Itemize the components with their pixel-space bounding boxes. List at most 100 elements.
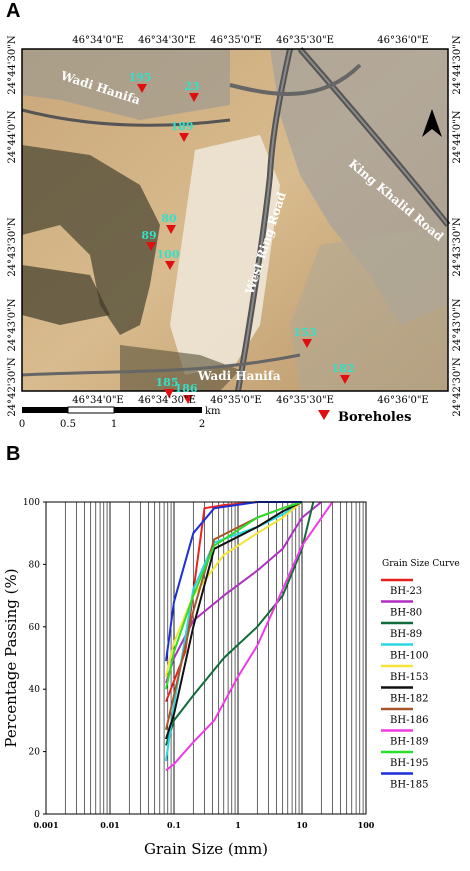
series-line-bh-153 — [165, 501, 303, 677]
borehole-marker-icon — [179, 133, 189, 142]
y-axis-label: Percentage Passing (%) — [2, 568, 20, 747]
borehole-marker-icon — [146, 242, 156, 251]
right-coord-label: 24°43'0"N — [452, 298, 463, 351]
series-line-bh-195 — [165, 501, 303, 690]
map-legend: Boreholes — [318, 410, 411, 425]
series-line-bh-80 — [165, 501, 322, 684]
x-tick-label: 10 — [296, 820, 308, 830]
legend-entry: BH-80 — [390, 608, 422, 619]
bottom-coord-label: 46°35'0"E — [210, 395, 261, 406]
legend-entry: BH-186 — [390, 715, 429, 726]
borehole-legend-icon — [318, 410, 330, 420]
right-coordinate-labels: 24°44'30"N 24°44'0"N 24°43'30"N 24°43'0"N 24… — [452, 35, 463, 417]
left-coord-label: 24°43'0"N — [7, 298, 18, 351]
right-coord-label: 24°43'30"N — [452, 217, 463, 277]
legend-entry: BH-182 — [390, 694, 429, 705]
legend-title: Grain Size Curve — [382, 559, 460, 569]
legend-entry: BH-185 — [390, 780, 429, 791]
map-panel: Wadi Hanifa Wadi Hanifa West Ring Road K… — [0, 25, 470, 435]
top-coord-label: 46°36'0"E — [377, 35, 428, 46]
legend-entry: BH-89 — [390, 629, 422, 640]
bottom-coordinate-labels: 46°34'0"E 46°34'30"E 46°35'0"E 46°35'30"E 46… — [72, 395, 428, 406]
series-line-bh-182 — [165, 501, 303, 740]
x-tick-label: 0.1 — [167, 820, 181, 830]
scale-bar: 0 0.5 1 2 km — [19, 406, 221, 430]
y-tick-label: 0 — [34, 810, 40, 820]
right-coord-label: 24°44'30"N — [452, 35, 463, 95]
borehole-label: 23 — [184, 80, 199, 93]
x-tick-labels: 0.001 0.01 0.1 1 10 100 — [33, 820, 374, 830]
borehole-label: 89 — [141, 229, 156, 242]
bottom-coord-label: 46°34'0"E — [72, 395, 123, 406]
top-coordinate-labels: 46°34'0"E 46°34'30"E 46°35'0"E 46°35'30"E 46… — [72, 35, 428, 46]
borehole-label: 195 — [129, 71, 152, 84]
x-axis-label: Grain Size (mm) — [144, 840, 268, 858]
panel-a-label: A — [6, 0, 21, 22]
legend-entry: BH-100 — [390, 651, 429, 662]
panel-b-label: B — [6, 443, 21, 465]
chart-svg: 0.001 0.01 0.1 1 10 100 0 20 40 60 80 100 Grain Si… — [2, 498, 460, 858]
bottom-coord-label: 46°36'0"E — [377, 395, 428, 406]
legend-entry: BH-153 — [390, 672, 429, 683]
borehole-marker-icon — [183, 395, 193, 404]
chart-series — [165, 501, 334, 772]
left-coord-label: 24°44'30"N — [7, 35, 18, 95]
x-tick-label: 100 — [358, 820, 375, 830]
top-coord-label: 46°34'30"E — [138, 35, 196, 46]
grain-size-chart: 0.001 0.01 0.1 1 10 100 0 20 40 60 80 100 Grain Si… — [0, 470, 470, 867]
boreholes-legend-label: Boreholes — [338, 410, 411, 425]
map-frame — [21, 48, 449, 392]
plot-frame — [45, 501, 367, 815]
right-coord-label: 24°44'0"N — [452, 110, 463, 163]
scale-tick-1: 1 — [111, 419, 117, 430]
satellite-image — [21, 47, 451, 392]
series-line-bh-100 — [165, 501, 303, 762]
left-coord-label: 24°43'30"N — [7, 217, 18, 277]
y-tick-labels: 0 20 40 60 80 100 — [23, 498, 46, 820]
scale-tick-2: 2 — [199, 419, 205, 430]
series-line-bh-89 — [165, 501, 315, 746]
x-tick-label: 1 — [235, 820, 241, 830]
x-tick-label: 0.001 — [33, 820, 58, 830]
wadi-hanifa-bottom-label: Wadi Hanifa — [197, 369, 281, 383]
y-tick-label: 60 — [29, 623, 41, 633]
borehole-label: 185 — [156, 376, 179, 389]
borehole-marker-icon — [137, 84, 147, 93]
top-coord-label: 46°34'0"E — [72, 35, 123, 46]
legend-entry: BH-23 — [390, 586, 422, 597]
borehole-marker-icon — [165, 261, 175, 270]
y-tick-label: 100 — [23, 498, 40, 508]
left-coord-label: 24°44'0"N — [7, 110, 18, 163]
top-coord-label: 46°35'0"E — [210, 35, 261, 46]
chart-legend: Grain Size Curve BH-23 BH-80 BH-89 BH-100 BH… — [381, 559, 460, 791]
borehole-label: 186 — [175, 382, 198, 395]
y-tick-label: 20 — [29, 748, 41, 758]
bottom-coord-label: 46°35'30"E — [276, 395, 334, 406]
y-tick-label: 80 — [29, 560, 41, 570]
x-tick-label: 0.01 — [100, 820, 119, 830]
scale-tick-0-5: 0.5 — [60, 419, 76, 430]
borehole-marker-icon — [166, 225, 176, 234]
map-figure: Wadi Hanifa Wadi Hanifa West Ring Road K… — [0, 25, 470, 435]
borehole-marker-icon — [340, 375, 350, 384]
left-coordinate-labels: 24°44'30"N 24°44'0"N 24°43'30"N 24°43'0"N 24… — [7, 35, 18, 417]
scale-tick-0: 0 — [19, 419, 25, 430]
top-coord-label: 46°35'30"E — [276, 35, 334, 46]
borehole-marker-icon — [189, 93, 199, 102]
north-arrow-icon — [422, 109, 442, 137]
left-coord-label: 24°42'30"N — [7, 357, 18, 417]
right-coord-label: 24°42'30"N — [452, 357, 463, 417]
series-line-bh-189 — [165, 501, 334, 772]
chart-axes — [45, 501, 367, 815]
chart-grid — [45, 502, 367, 814]
legend-entry: BH-195 — [390, 758, 429, 769]
borehole-marker-icon — [302, 339, 312, 348]
borehole-label: 100 — [157, 248, 180, 261]
scale-unit: km — [205, 406, 221, 417]
legend-entry: BH-189 — [390, 737, 429, 748]
bottom-coord-label: 46°34'30"E — [138, 395, 196, 406]
borehole-label: 189 — [171, 120, 194, 133]
borehole-label: 182 — [332, 362, 355, 375]
borehole-marker-icon — [164, 389, 174, 398]
